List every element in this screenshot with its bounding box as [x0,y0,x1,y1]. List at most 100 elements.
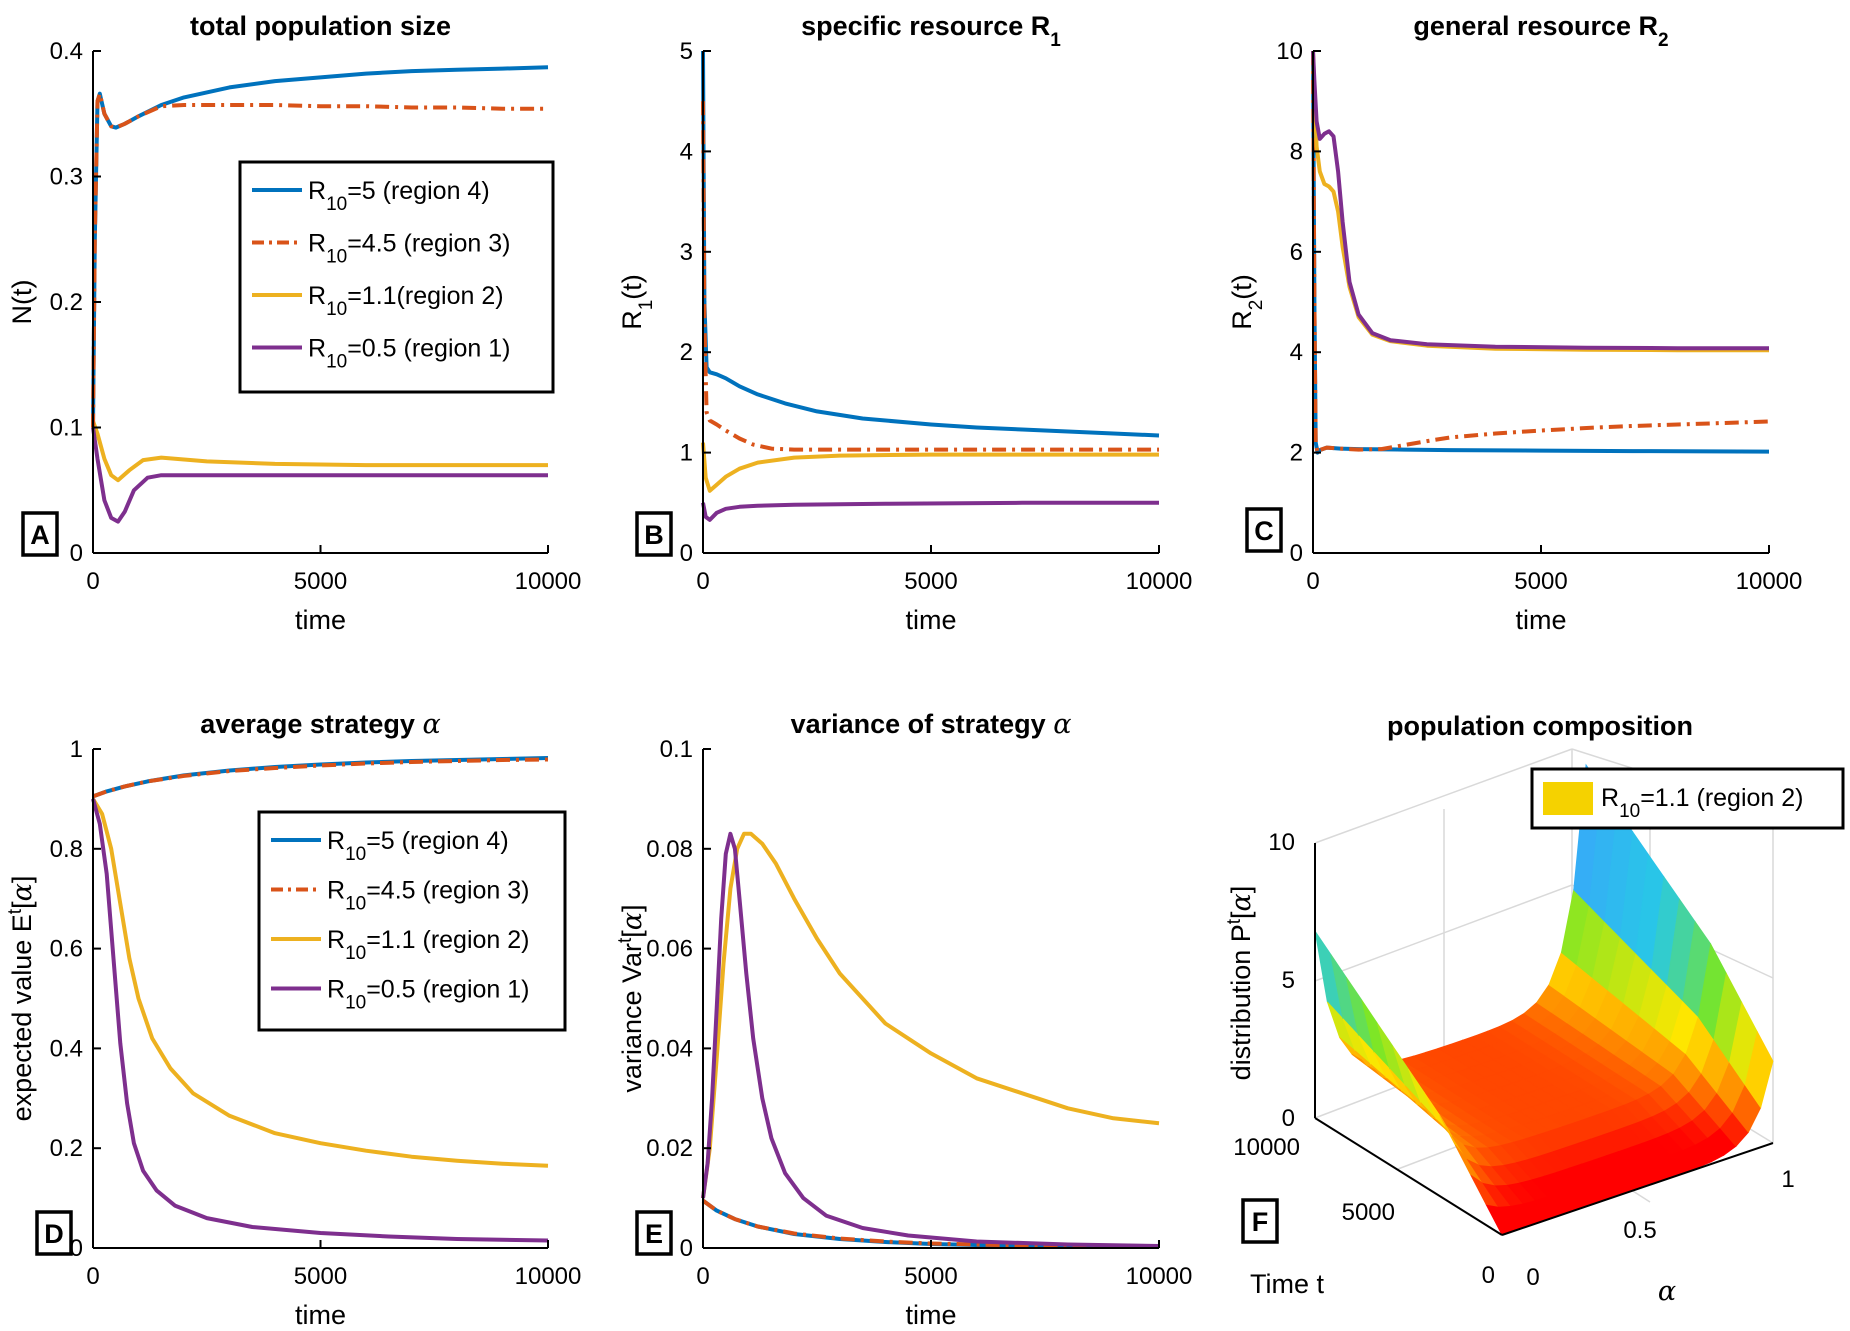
x-tick-label: 5000 [1514,568,1567,595]
x-tick-label: 0 [86,1263,99,1290]
y-tick-label: 0.04 [646,1035,693,1062]
panel-letter: C [1254,516,1274,546]
series-line-d-3 [92,757,549,799]
panel-d: 0 5000 10000 0 0.2 0.4 0.6 0.8 1 average strategy… [5,709,582,1330]
series-line-a-0 [91,420,548,483]
legend-label: R10=1.1 (region 2) [327,926,530,964]
panel-letter-box [21,511,59,557]
y-tick-label: 2 [1290,440,1303,467]
y-tick-label: 8 [1290,138,1303,165]
x-tick-label: 10000 [515,568,582,595]
series-line-b-3 [701,101,1159,452]
panel-f: 0 5 10 10000 5000 0 0 0.5 1 Time t α pop… [1224,711,1845,1307]
legend-box [238,160,555,394]
x-tick-label: 10000 [1126,1263,1193,1290]
x-axis-label: time [295,605,346,635]
y-tick-label: 5 [680,38,693,65]
panel-f-alpha-label: α [1658,1276,1676,1307]
legend-label: R10=4.5 (region 3) [308,230,511,268]
panel-f-ztick: 0 [1282,1105,1295,1132]
y-tick-label: 1 [70,736,83,763]
chart-title: variance of strategy α [791,709,1072,740]
y-tick-label: 0.2 [50,289,83,316]
legend-label: R10=5 (region 4) [308,177,490,215]
y-tick-label: 0.1 [50,415,83,442]
z-axis-label: distribution Pt[α] [1224,886,1258,1081]
series-line-d-1 [91,798,549,1243]
x-axis-label: time [905,1300,956,1330]
chart-title: average strategy α [200,709,440,740]
y-tick-label: 6 [1290,239,1303,266]
series-line-c-0 [1311,50,1770,455]
y-tick-label: 0 [1290,540,1303,567]
panel-letter: A [30,520,50,550]
panel-f-atick: 0.5 [1623,1217,1656,1244]
y-tick-label: 0.08 [646,836,693,863]
series-line-d-2 [92,756,549,799]
panel-letter-box [1245,507,1283,553]
panel-letter: F [1252,1207,1269,1237]
chart-title: general resource R2 [1413,11,1668,51]
surface-patch [1744,1030,1774,1109]
y-axis-label: expected value Et[α] [5,876,39,1122]
series-line-c-3 [1311,50,1769,351]
panel-f-axes [1314,843,1774,1236]
legend-label: R10=4.5 (region 3) [327,877,530,915]
x-axis-label: time [295,1300,346,1330]
panel-f-atick: 1 [1781,1166,1794,1193]
panel-letter-box [1241,1198,1279,1244]
panel-letter: D [44,1219,64,1249]
series-line-e-3 [701,831,1160,1248]
chart-title: total population size [190,11,451,41]
panel-a: 0 5000 10000 0 0.1 0.2 0.3 0.4 total population … [7,11,581,635]
x-axis-label: time [1515,605,1566,635]
x-tick-label: 5000 [294,568,347,595]
y-tick-label: 0.02 [646,1135,693,1162]
x-tick-label: 10000 [1126,568,1193,595]
y-tick-label: 4 [680,138,693,165]
x-tick-label: 5000 [294,1263,347,1290]
legend-label: R10=5 (region 4) [327,827,509,865]
y-axis-label: R1(t) [617,274,657,330]
panel-f-surface [1314,763,1774,1236]
y-tick-label: 0.2 [50,1135,83,1162]
y-tick-label: 0.4 [50,1035,83,1062]
chart-title: specific resource R1 [801,11,1061,51]
y-tick-label: 0 [680,540,693,567]
panel-b: 0 5000 10000 0 1 2 3 4 5 specific resource R1 time… [617,11,1192,635]
panel-f-ttick: 5000 [1342,1199,1395,1226]
legend: R10=5 (region 4) R10=4.5 (region 3) R10=1.… [238,160,555,394]
panel-e: 0 5000 10000 0 0.02 0.04 0.06 0.08 0.1 variance o… [615,709,1193,1330]
series-line-b-0 [701,442,1159,493]
y-tick-label: 0.3 [50,164,83,191]
legend-box [257,810,567,1032]
x-tick-label: 5000 [904,568,957,595]
legend: R10=5 (region 4) R10=4.5 (region 3) R10=1.… [257,810,567,1032]
legend-swatch [1543,782,1593,815]
series-line-a-2 [91,65,549,428]
series-line-a-1 [91,427,548,524]
series-line-c-1 [1311,50,1770,455]
legend-label: R10=0.5 (region 1) [327,976,530,1014]
y-tick-label: 0 [680,1235,693,1262]
panel-f-ztick: 5 [1282,967,1295,994]
panel-f-ttick: 10000 [1233,1134,1300,1161]
y-tick-label: 3 [680,239,693,266]
panel-letter: E [645,1219,663,1249]
series-line-e-2 [701,831,1160,1199]
y-tick-label: 0.8 [50,836,83,863]
x-tick-label: 0 [86,568,99,595]
y-tick-label: 0.06 [646,936,693,963]
y-tick-label: 10 [1276,38,1303,65]
panel-f-time-label: Time t [1250,1269,1324,1299]
y-tick-label: 0.6 [50,936,83,963]
y-tick-label: 0.4 [50,38,83,65]
series-line-b-1 [701,500,1159,522]
series-line-d-0 [91,797,549,1168]
panel-letter: B [644,520,664,550]
y-tick-label: 0 [70,540,83,567]
series-line-e-1 [701,1198,1160,1249]
y-tick-label: 0.1 [660,736,693,763]
